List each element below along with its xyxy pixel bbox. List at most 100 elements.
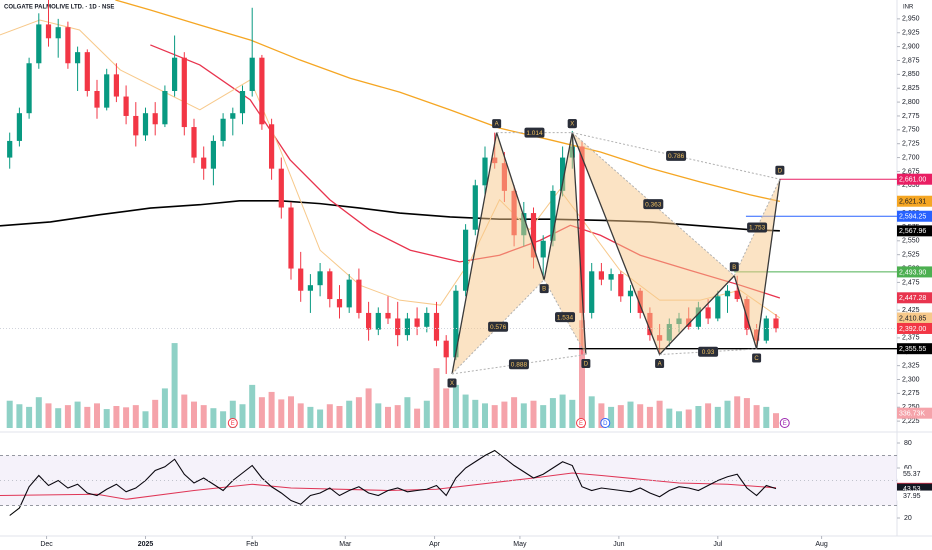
candle-body (482, 157, 488, 186)
candle-body (269, 124, 275, 169)
volume-bar (171, 343, 178, 428)
y-tick-label: 60 (904, 465, 912, 472)
pattern-fill (452, 132, 545, 374)
volume-bar (637, 404, 644, 428)
volume-bar (394, 405, 401, 428)
volume-layer (6, 320, 779, 428)
volume-bar (646, 406, 653, 428)
rsi-line (9, 449, 777, 516)
volume-bar (74, 401, 81, 428)
ratio-box (698, 346, 719, 357)
candle-body (579, 146, 585, 313)
volume-bar (695, 406, 702, 428)
price-tag-label: 2,567.96 (899, 228, 926, 235)
candle-body (366, 312, 372, 330)
candle-body (191, 127, 197, 158)
candle-body (385, 312, 391, 319)
volume-bar (588, 396, 595, 428)
volume-bar (685, 409, 692, 428)
point-box (729, 262, 739, 272)
candle-body (463, 229, 469, 291)
candle-body (589, 271, 595, 313)
volume-bar (423, 400, 430, 428)
x-tick-label: Apr (429, 541, 441, 548)
x-tick-label: Mar (339, 541, 352, 548)
candle-body (162, 90, 168, 125)
volume-bar (676, 411, 682, 428)
candle-body (443, 340, 449, 358)
volume-bar (307, 406, 314, 428)
volume-bar (482, 403, 488, 428)
event-marker (600, 418, 611, 428)
moving-average (115, 0, 781, 203)
event-label: E (783, 421, 787, 427)
volume-bar (443, 388, 450, 428)
price-tag-label: 2,621.31 (899, 199, 926, 206)
y-tick-label: 2,925 (902, 30, 920, 37)
point-label: X (570, 122, 574, 128)
event-label: D (603, 421, 608, 427)
candle-body (404, 318, 410, 336)
volume-bar (220, 411, 227, 428)
point-box (539, 284, 549, 294)
point-box (581, 359, 591, 369)
volume-bar (608, 406, 615, 428)
candle-body (317, 271, 323, 286)
volume-bar (511, 397, 518, 428)
volume-bar (404, 397, 411, 428)
volume-bar (268, 391, 275, 428)
volume-bar (336, 406, 343, 428)
candle-body (16, 113, 22, 141)
volume-bar (64, 405, 71, 428)
ratio-label: 1.534 (557, 314, 574, 321)
price-tag-label: 2,661.00 (899, 177, 926, 184)
volume-bar (365, 388, 372, 428)
volume-bar (200, 405, 207, 428)
point-label: C (754, 356, 759, 362)
volume-bar (520, 403, 527, 428)
volume-bar (714, 406, 721, 428)
rsi-tag (897, 483, 932, 494)
candle-body (414, 318, 420, 327)
price-tag-label: 2,493.90 (899, 269, 926, 276)
candle-body (763, 318, 769, 341)
volume-bar (346, 400, 353, 428)
point-label: D (584, 362, 589, 368)
candle-body (298, 268, 304, 291)
volume-bar (6, 400, 13, 428)
candle-body (123, 96, 129, 116)
candle-body (618, 274, 624, 297)
point-label: B (732, 265, 736, 271)
volume-bar (617, 405, 624, 428)
volume-bar (705, 403, 712, 428)
rsi-layer (0, 449, 777, 516)
point-box (567, 119, 577, 129)
volume-bar (26, 406, 33, 428)
point-label: A (495, 122, 499, 128)
candle-body (540, 240, 546, 258)
candle-body (327, 271, 333, 300)
volume-bar (530, 400, 537, 428)
volume-bar (724, 400, 731, 428)
volume-bar (191, 401, 197, 428)
price-tag (897, 292, 932, 304)
candle-body (278, 168, 284, 208)
rsi-tag-label: 37.95 (903, 493, 921, 500)
candle-body (346, 279, 352, 308)
price-tag-label: 2,355.55 (899, 346, 926, 353)
candle-body (201, 157, 207, 169)
volume-bar (666, 408, 673, 428)
volume-bar (540, 405, 547, 428)
y-tick-label: 2,375 (902, 335, 920, 342)
event-marker (576, 418, 587, 428)
ratio-box (747, 222, 768, 233)
candle-body (560, 157, 566, 191)
y-tick-label: 2,800 (902, 99, 920, 106)
volume-bar (501, 401, 508, 428)
candle-body (598, 271, 604, 280)
volume-bar (239, 404, 246, 428)
candle-body (695, 307, 701, 327)
price-tag (897, 322, 932, 334)
volume-bar (569, 399, 576, 428)
